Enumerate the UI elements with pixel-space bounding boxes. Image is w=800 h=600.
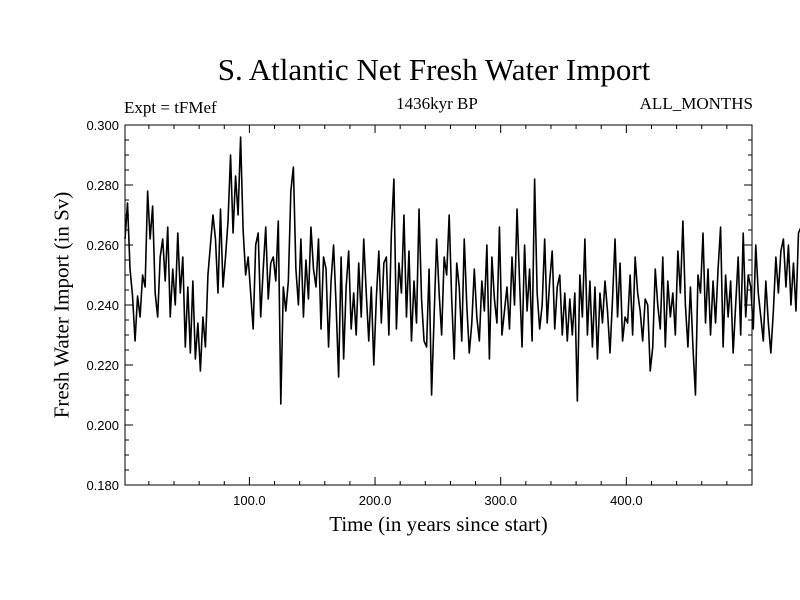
y-tick-label: 0.280 <box>86 178 119 193</box>
chart-title: S. Atlantic Net Fresh Water Import <box>217 52 651 87</box>
x-tick-label: 200.0 <box>359 493 392 508</box>
series-line-fresh-water-import <box>124 136 800 405</box>
y-tick-label: 0.220 <box>86 358 119 373</box>
y-tick-label: 0.180 <box>86 478 119 493</box>
y-tick-label: 0.240 <box>86 298 119 313</box>
months-label: ALL_MONTHS <box>639 94 753 113</box>
period-label: 1436kyr BP <box>396 94 478 113</box>
y-tick-label: 0.200 <box>86 418 119 433</box>
y-tick-label: 0.300 <box>86 118 119 133</box>
y-axis-label: Fresh Water Import (in Sv) <box>49 191 74 419</box>
x-tick-label: 100.0 <box>233 493 266 508</box>
y-tick-label: 0.260 <box>86 238 119 253</box>
x-tick-label: 300.0 <box>484 493 517 508</box>
x-axis-label: Time (in years since start) <box>329 512 548 536</box>
x-tick-label: 400.0 <box>610 493 643 508</box>
experiment-label: Expt = tFMef <box>124 98 217 117</box>
axis-tick-labels: 0.180 0.200 0.220 0.240 0.260 0.280 0.300 100.0… <box>86 118 642 508</box>
